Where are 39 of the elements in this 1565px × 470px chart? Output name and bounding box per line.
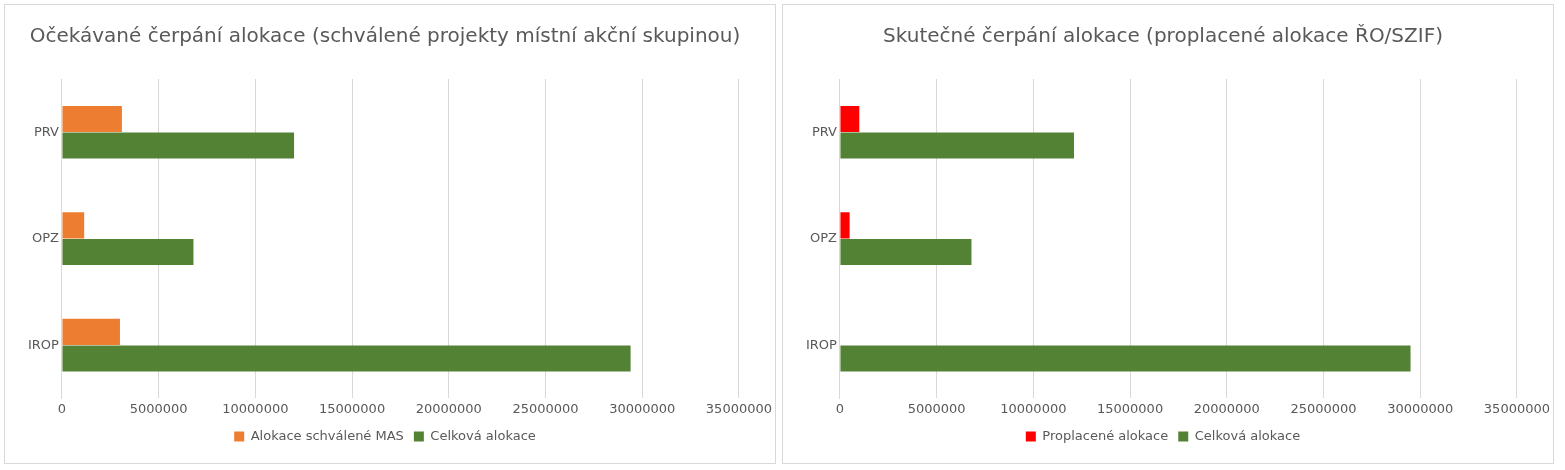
bar [840, 345, 1411, 372]
legend-label: Celková alokace [430, 427, 536, 443]
bar [840, 132, 1074, 159]
x-tick-label: 5000000 [129, 400, 188, 416]
bar [840, 212, 850, 239]
x-tick-label: 30000000 [1387, 400, 1454, 416]
x-tick-label: 5000000 [907, 400, 966, 416]
bar [62, 318, 120, 345]
y-tick-label: IROP [27, 336, 60, 352]
y-tick-label: IROP [805, 336, 838, 352]
x-tick-label: 25000000 [1290, 400, 1357, 416]
x-tick-label: 15000000 [1096, 400, 1164, 416]
x-tick-label: 10000000 [1000, 400, 1067, 416]
x-tick-label: 25000000 [512, 400, 579, 416]
legend-label: Proplacené alokace [1042, 427, 1169, 443]
bar [62, 132, 295, 159]
x-tick-label: 20000000 [415, 400, 482, 416]
y-tick-label: PRV [33, 123, 60, 139]
chart-title: Očekávané čerpání alokace (schválené projekty místní akční skupinou) [29, 23, 741, 48]
y-tick-label: PRV [811, 123, 838, 139]
legend-label: Alokace schválené MAS [250, 427, 404, 443]
legend-label: Celková alokace [1194, 427, 1301, 443]
bar [62, 212, 85, 239]
bar [840, 238, 972, 266]
bar [840, 105, 860, 132]
y-tick-label: OPZ [31, 230, 60, 246]
bar [62, 345, 631, 372]
x-tick-label: 10000000 [222, 400, 289, 416]
x-tick-label: 30000000 [609, 400, 676, 416]
x-tick-label: 35000000 [705, 400, 772, 416]
x-tick-label: 15000000 [318, 400, 386, 416]
bar [62, 105, 122, 132]
x-tick-label: 0 [57, 400, 67, 416]
y-tick-label: OPZ [809, 230, 838, 246]
bar [62, 238, 194, 266]
x-tick-label: 20000000 [1193, 400, 1260, 416]
x-tick-label: 0 [835, 400, 845, 416]
x-tick-label: 35000000 [1483, 400, 1550, 416]
chart-title: Skutečné čerpání alokace (proplacené alokace ŘO/SZIF) [883, 23, 1443, 48]
